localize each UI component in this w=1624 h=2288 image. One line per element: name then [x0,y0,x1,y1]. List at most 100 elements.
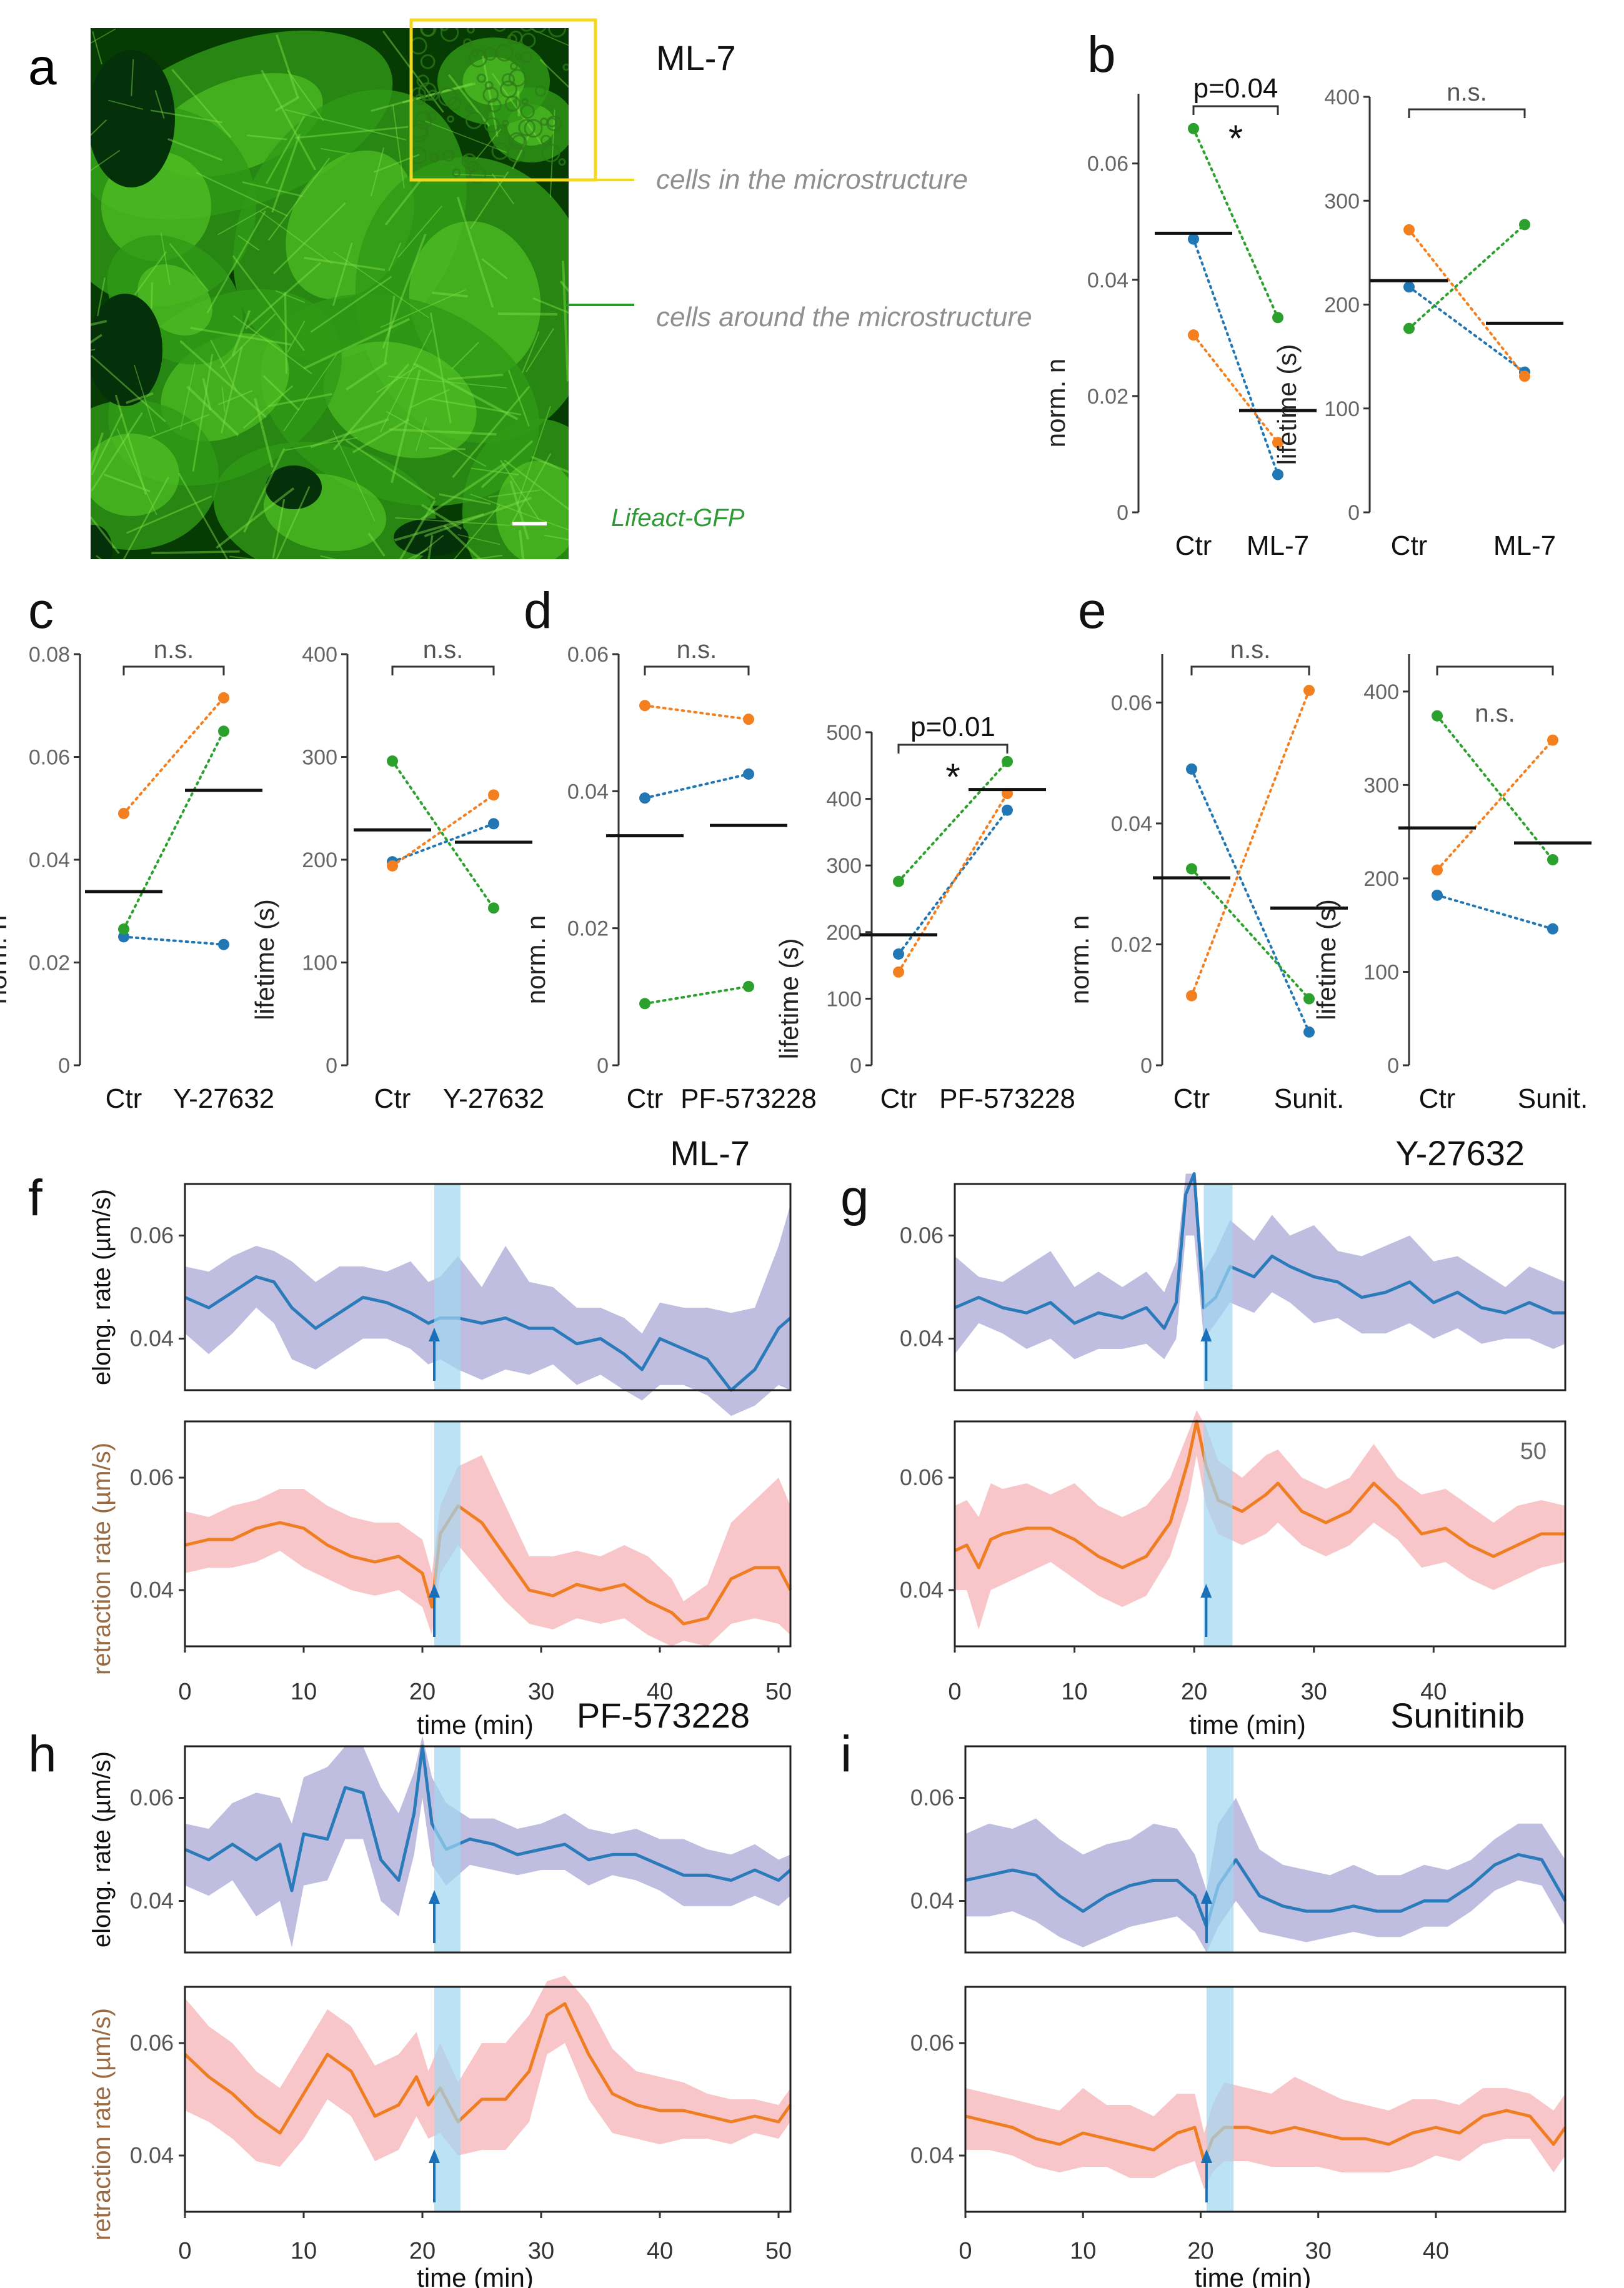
x-category-label: ML-7 [1247,530,1309,561]
actin-fiber [447,74,491,127]
y-tick-label: 0.06 [910,1785,954,1811]
actin-fiber [160,232,171,285]
x-tick-label: 0 [959,2238,972,2264]
data-point [639,792,650,804]
actin-fiber [544,534,569,540]
actin-fiber [531,28,569,46]
actin-fiber [275,290,306,303]
paired-connector [391,760,495,910]
microstructure-pillar [540,134,552,146]
actin-fiber [332,363,410,450]
significance-bracket [1436,665,1554,675]
actin-fiber [273,202,346,274]
significance-marker: * [1228,117,1243,159]
roi-box [409,18,597,182]
actin-fiber [287,321,306,352]
y-tick-label: 0 [1140,1054,1152,1078]
cell-body-bright [496,460,569,559]
y-tick-label: 0.06 [130,2030,174,2056]
x-category-label: Ctr [627,1083,664,1114]
microstructure-pillar [461,153,477,169]
actin-fiber [443,524,482,559]
y-tick-label: 0.04 [29,848,70,872]
microstructure-pillar [541,143,560,162]
y-tick-label: 0 [326,1054,337,1078]
actin-fiber [470,494,569,530]
x-axis-label: time (min) [417,1710,534,1739]
panel-letter-i: i [840,1726,852,1783]
microstructure-pillar [520,51,532,64]
data-point [639,998,650,1010]
actin-fiber [167,137,223,161]
microstructure-pillar [469,167,486,184]
data-point [218,692,229,704]
data-point [1432,864,1443,876]
actin-fiber [352,418,410,454]
actin-fiber [91,412,143,492]
stain-label: Lifeact-GFP [611,504,745,532]
actin-fiber [482,56,499,137]
paired-connector [644,704,750,721]
significance-label: n.s. [1230,636,1270,664]
x-category-label: Ctr [106,1083,142,1114]
x-category-label: Ctr [1173,1083,1210,1114]
y-tick-label: 0.04 [130,2142,174,2168]
panel-a: a ML-7 cells in the microstructure cells… [28,18,1032,559]
actin-fiber [429,312,452,424]
retraction-confidence-band [185,1455,790,1646]
y-tick-label: 400 [302,643,337,667]
y-tick-label: 0.06 [900,1465,944,1490]
data-point [1403,322,1415,334]
x-tick-label: 10 [291,2238,317,2264]
y-axis-label: lifetime (s) [1272,344,1302,465]
actin-fiber [367,532,386,557]
paired-connector [1192,334,1279,444]
microstructure-pillar [414,111,432,129]
x-tick-label: 30 [528,2238,554,2264]
data-point [488,789,499,801]
actin-fiber [421,504,462,530]
significance-label: n.s. [1447,79,1487,106]
actin-fiber [104,474,151,492]
significance-bracket [897,744,1009,754]
actin-fiber [229,555,259,559]
cell-body-bright [323,341,477,459]
dot-plot-8: 0 100 200 300 400 lifetime (s) Ctr Sunit. n.s. [1312,654,1592,1114]
actin-fiber [91,28,116,44]
elongation-axes-frame [964,1745,1567,1954]
x-tick-label: 10 [1061,1679,1087,1705]
y-tick-label: 100 [826,987,862,1011]
time-panel-f: f ML-7 0.04 0.06 elong. rate (µm/s) 0.04 0.06 r… [28,1133,792,1739]
actin-fiber [272,499,286,559]
actin-fiber [395,517,510,526]
y-tick-label: 0.04 [1111,812,1152,836]
actin-fiber [539,59,569,88]
cell-body-bright [462,57,525,106]
actin-fiber [220,313,276,369]
paired-connector [1192,237,1279,476]
y-tick-label: 0.08 [29,643,70,667]
y-axis-label: lifetime (s) [774,938,804,1060]
actin-fiber [549,109,555,197]
data-point [1272,312,1283,324]
elongation-y-axis-label: elong. rate (µm/s) [88,1189,116,1385]
actin-fiber [397,206,442,258]
y-tick-label: 200 [1363,867,1399,891]
panel-title: Sunitinib [1390,1696,1525,1735]
y-tick-label: 400 [1363,680,1399,704]
actin-fiber [304,256,386,271]
actin-fiber [415,417,427,452]
actin-fiber [452,385,531,479]
drug-label: ML-7 [656,38,736,77]
actin-fiber [454,174,504,177]
x-tick-label: 40 [1423,2238,1449,2264]
drug-arrow-head [429,1890,440,1904]
significance-label: n.s. [154,636,194,664]
panel-title: Y-27632 [1395,1133,1525,1173]
y-tick-label: 0.04 [910,1888,954,1914]
actin-fiber [470,554,503,559]
microstructure-pillar [447,115,454,123]
elongation-axes-frame [184,1183,792,1391]
data-point [1188,329,1199,341]
paired-connector [1408,286,1526,374]
